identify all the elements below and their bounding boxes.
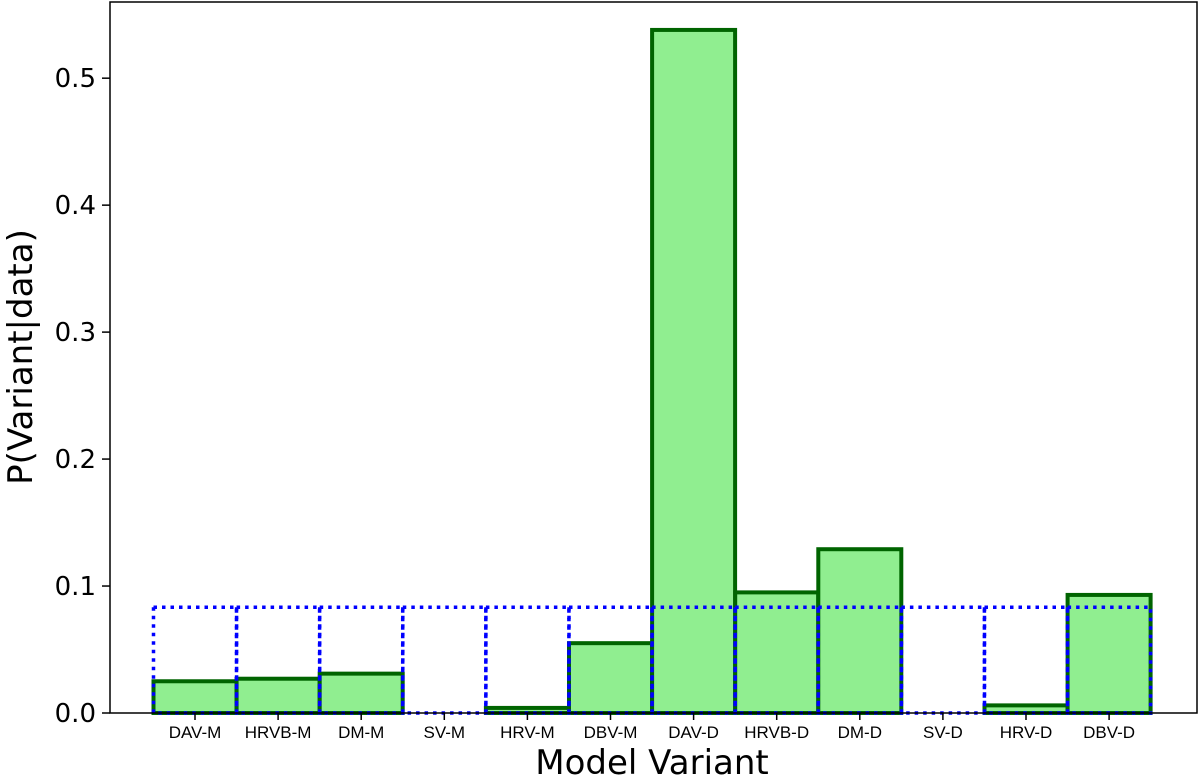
- x-tick-label: DBV-M: [584, 723, 638, 742]
- x-tick-label: HRVB-D: [744, 723, 809, 742]
- prior-bar-sv-m: [401, 605, 488, 715]
- y-tick-label: 0.5: [55, 64, 96, 94]
- bar-dav-d: [650, 27, 738, 716]
- bar-dbv-d: [1065, 592, 1153, 715]
- y-axis: 0.0 0.1 0.2 0.3 0.4 0.5: [55, 64, 110, 729]
- y-tick-label: 0.0: [55, 699, 96, 729]
- bar-dav-m: [151, 679, 239, 715]
- prior-bar-hrv-d: [982, 605, 1070, 715]
- y-axis-label: P(Variant|data): [1, 229, 41, 485]
- bar-dbv-m: [567, 641, 654, 715]
- x-axis: DAV-M HRVB-M DM-M SV-M HRV-M DBV-M DAV-D HRVB-D…: [169, 713, 1135, 742]
- x-tick-label: DM-M: [338, 723, 384, 742]
- x-tick-label: HRVB-M: [245, 723, 312, 742]
- prior-bar-sv-d: [899, 605, 987, 715]
- x-tick-label: DM-D: [838, 723, 882, 742]
- bar-hrvb-d: [733, 590, 821, 715]
- y-tick-label: 0.3: [55, 318, 96, 348]
- x-tick-label: SV-D: [923, 723, 963, 742]
- x-tick-label: HRV-D: [1000, 723, 1053, 742]
- x-tick-label: DBV-D: [1083, 723, 1135, 742]
- prior-bar-hrv-m: [484, 605, 571, 715]
- bar-dm-d: [816, 547, 904, 715]
- bar-dm-m: [317, 671, 405, 715]
- plot-frame: [109, 1, 1198, 714]
- x-axis-label: Model Variant: [535, 743, 768, 778]
- x-tick-label: HRV-M: [500, 723, 554, 742]
- bars-layer: [151, 27, 1153, 716]
- x-tick-label: DAV-D: [668, 723, 719, 742]
- y-tick-label: 0.1: [55, 572, 96, 602]
- y-tick-label: 0.2: [55, 445, 96, 475]
- x-tick-label: DAV-M: [169, 723, 222, 742]
- y-tick-label: 0.4: [55, 191, 96, 221]
- bar-hrvb-m: [234, 676, 322, 716]
- x-tick-label: SV-M: [424, 723, 466, 742]
